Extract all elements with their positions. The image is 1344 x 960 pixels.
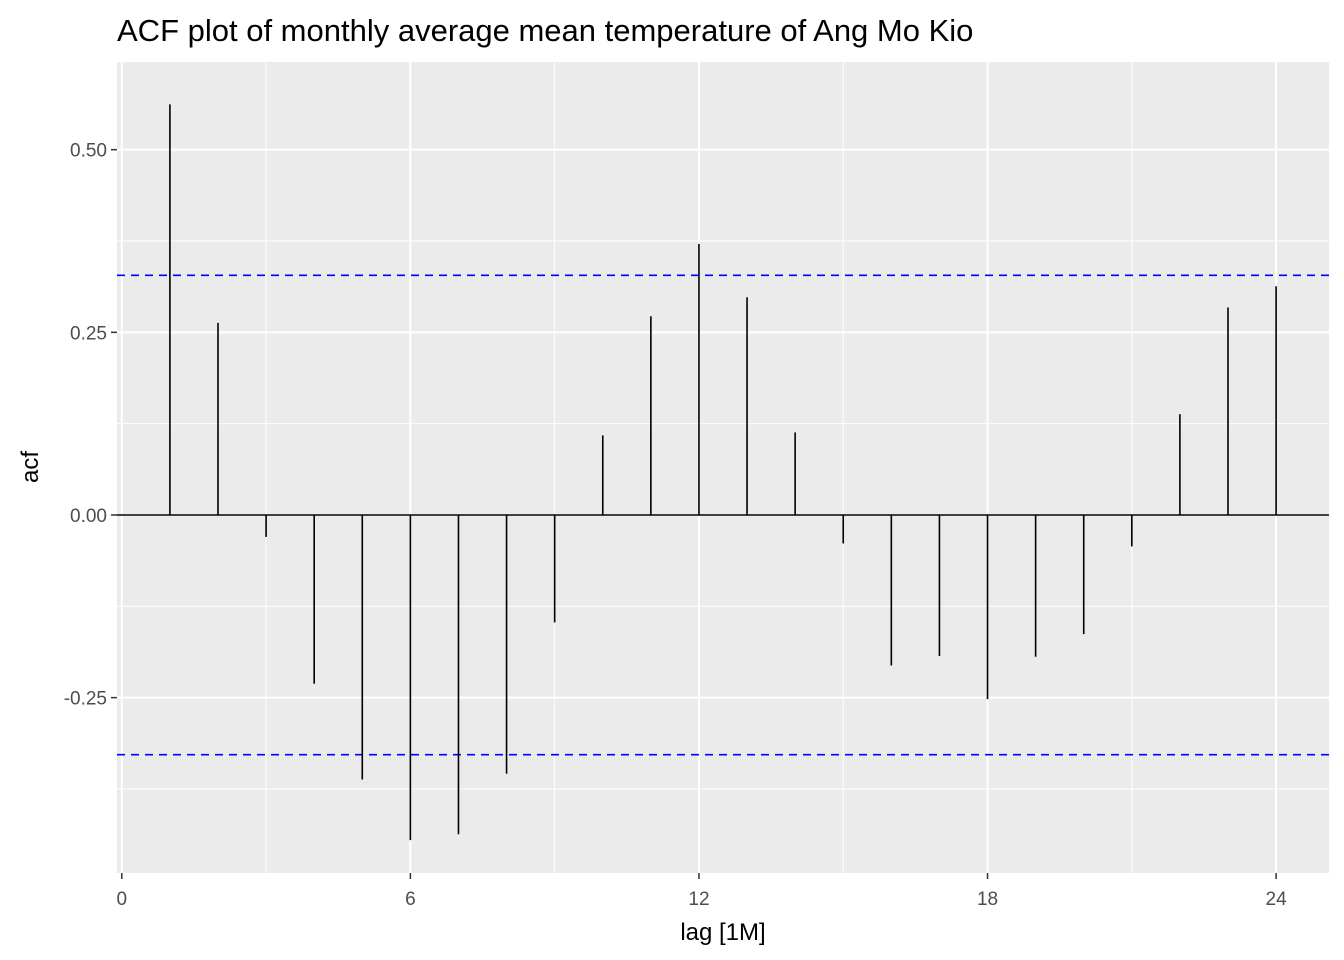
x-tick-label: 0 bbox=[117, 889, 128, 910]
y-tick-label: 0.00 bbox=[70, 506, 107, 527]
y-tick-label: -0.25 bbox=[64, 689, 107, 710]
chart-title: ACF plot of monthly average mean tempera… bbox=[117, 13, 973, 48]
plot-panel bbox=[117, 62, 1329, 873]
y-axis: -0.25 0.00 0.25 0.50 bbox=[64, 141, 117, 710]
x-axis-title: lag [1M] bbox=[680, 919, 765, 946]
y-axis-title: acf bbox=[17, 451, 44, 483]
confidence-bounds bbox=[117, 274, 1329, 756]
y-tick-label: 0.50 bbox=[70, 141, 107, 162]
x-tick-label: 12 bbox=[688, 889, 709, 910]
acf-bars bbox=[169, 104, 1277, 841]
x-axis: 0 6 12 18 24 bbox=[117, 873, 1288, 910]
x-tick-label: 18 bbox=[977, 889, 998, 910]
x-tick-label: 6 bbox=[405, 889, 416, 910]
minor-gridlines bbox=[117, 62, 1329, 873]
y-tick-label: 0.25 bbox=[70, 323, 107, 344]
x-tick-label: 24 bbox=[1266, 889, 1288, 910]
